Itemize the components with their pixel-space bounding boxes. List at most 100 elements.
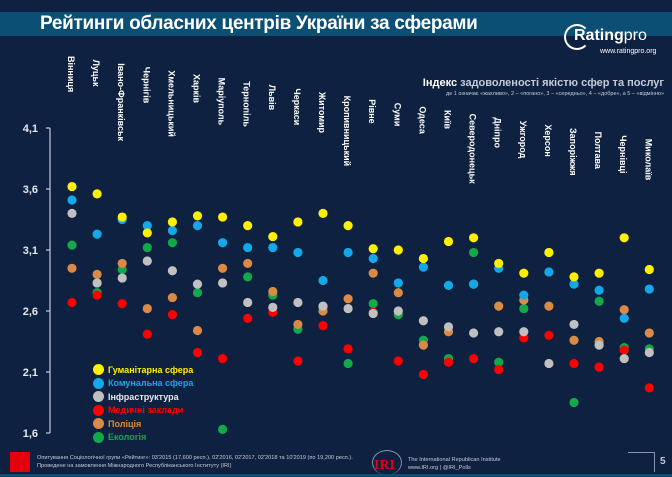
ratingpro-logo: Ratingpro www.ratingpro.org (564, 24, 664, 64)
x-axis-labels: Вінниця Луцьк Івано-Франківськ Чернігів Хмел… (66, 56, 653, 184)
x-tick-label: Полтава (593, 132, 603, 170)
x-tick-label: Херсон (543, 124, 553, 156)
legend-label: Гуманітарна сфера (108, 364, 194, 375)
data-point (393, 356, 403, 366)
data-point (243, 272, 253, 282)
data-point (343, 294, 353, 304)
subtitle-rest: задоволеності якістю сфер та послуг (457, 77, 664, 89)
data-point (418, 253, 428, 264)
logo-text: Ratingpro (574, 27, 647, 45)
legend-dot-icon (93, 404, 104, 416)
source-line-2: Проведене на замовлення Міжнародного Рес… (37, 463, 232, 469)
data-point (142, 228, 152, 238)
source-line-1: Опитування Соціологічної групи «Рейтинг»… (37, 455, 353, 461)
y-tick-label: 3,1 (23, 245, 38, 257)
data-points (67, 181, 654, 434)
legend-dot-icon (93, 377, 104, 389)
data-point (544, 330, 554, 340)
data-point (67, 297, 77, 308)
data-point (644, 383, 654, 393)
data-point (293, 247, 303, 258)
legend-label: Інфраструктура (108, 391, 179, 402)
data-point (142, 221, 152, 231)
data-point (519, 290, 529, 300)
data-point (494, 327, 504, 337)
legend-dot-icon (93, 418, 104, 430)
data-point (192, 279, 203, 289)
data-point (544, 301, 554, 311)
iri-caption: The International Republican Institute w… (408, 456, 501, 472)
data-point (318, 321, 328, 331)
data-point (469, 279, 479, 289)
data-point (92, 189, 102, 199)
logo-url: www.ratingpro.org (600, 48, 657, 55)
y-tick-label: 2,1 (23, 367, 38, 379)
data-point (569, 335, 579, 345)
data-point (644, 328, 654, 338)
data-point (443, 357, 454, 367)
data-point (418, 340, 428, 350)
data-point (92, 269, 102, 279)
x-tick-label: Харків (192, 74, 202, 104)
data-point (218, 278, 228, 288)
data-point (619, 233, 629, 243)
legend-dot-icon (93, 391, 104, 403)
data-point (192, 221, 203, 231)
data-point (519, 327, 529, 337)
data-point (243, 221, 253, 231)
data-point (167, 310, 177, 320)
data-point (218, 353, 228, 364)
data-point (192, 211, 203, 221)
data-point (167, 217, 177, 227)
legend-item: Екологія (93, 431, 193, 445)
data-point (293, 297, 303, 308)
data-point (142, 256, 152, 266)
x-tick-label: Дніпро (493, 117, 503, 148)
data-point (494, 357, 504, 367)
data-point (494, 301, 504, 311)
data-point (192, 325, 203, 336)
data-point (167, 225, 177, 236)
data-point (569, 319, 579, 330)
data-point (368, 308, 378, 319)
data-point (268, 231, 278, 242)
x-tick-label: Одеса (417, 106, 427, 134)
data-point (619, 313, 629, 323)
iri-caption-line-1: The International Republican Institute (408, 457, 501, 463)
data-point (142, 242, 152, 253)
data-point (443, 322, 454, 332)
data-point (569, 397, 579, 408)
data-point (393, 245, 403, 255)
data-point (293, 217, 303, 227)
x-tick-label: Чернігів (141, 67, 151, 104)
data-point (117, 258, 127, 269)
data-point (218, 424, 228, 434)
data-point (192, 347, 203, 358)
data-point (343, 221, 353, 231)
data-point (544, 358, 554, 369)
data-point (243, 258, 253, 269)
x-tick-label: Миколаїв (643, 139, 653, 181)
data-point (243, 297, 253, 308)
logo-circle-icon (564, 24, 590, 50)
x-tick-label: Вінниця (66, 56, 76, 92)
title-bar (0, 12, 672, 36)
data-point (343, 344, 353, 354)
x-tick-label: Луцьк (91, 60, 101, 87)
data-point (393, 306, 403, 316)
data-point (594, 362, 604, 372)
data-point (469, 233, 479, 243)
data-point (519, 268, 529, 278)
x-tick-label: Тернопіль (242, 81, 252, 127)
legend-label: Екологія (108, 432, 147, 443)
x-tick-label: Запоріжжя (568, 128, 578, 176)
iri-logo-text: IRI (374, 458, 396, 473)
scale-note: де 1 означає «жахливо», 2 – «погано», 3 … (446, 91, 664, 97)
data-point (393, 278, 403, 288)
data-point (443, 236, 454, 247)
data-point (494, 364, 504, 375)
rating-group-logo (10, 452, 30, 472)
data-point (619, 345, 629, 355)
data-point (243, 313, 253, 323)
legend-item: Комунальна сфера (93, 377, 193, 391)
